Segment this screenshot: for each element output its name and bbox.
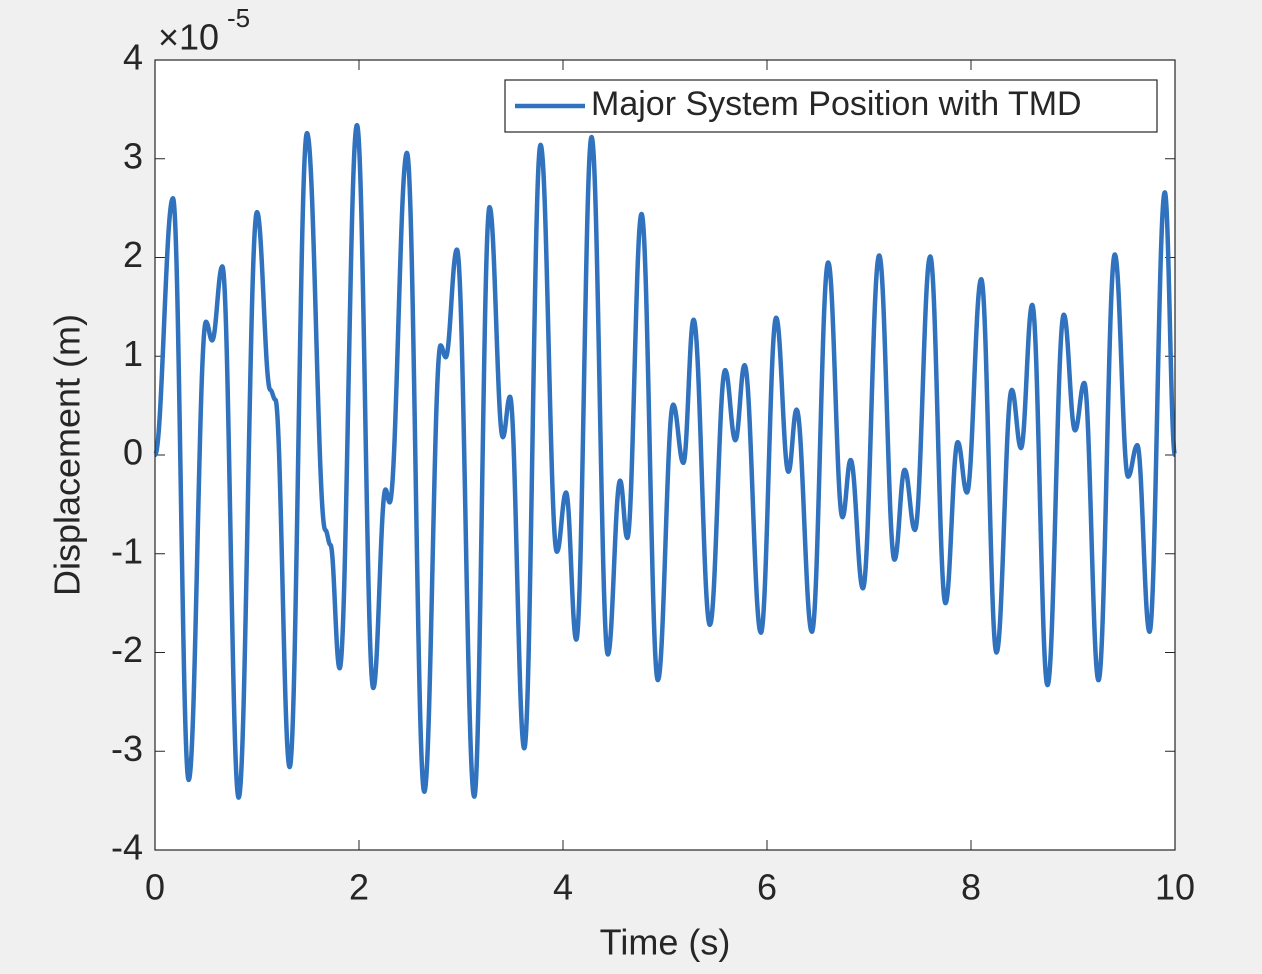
y-tick-label: -1 xyxy=(111,530,143,571)
data-line xyxy=(152,122,1178,800)
x-tick-label: 10 xyxy=(1155,867,1195,908)
x-axis-label: Time (s) xyxy=(600,922,731,963)
x-tick-label: 0 xyxy=(145,867,165,908)
y-tick-label: -2 xyxy=(111,629,143,670)
y-tick-label: 2 xyxy=(123,234,143,275)
y-tick-label: -3 xyxy=(111,728,143,769)
x-tick-label: 2 xyxy=(349,867,369,908)
y-tick-label: 3 xyxy=(123,135,143,176)
axes-box xyxy=(154,59,1176,851)
legend-label: Major System Position with TMD xyxy=(591,85,1082,123)
y-tick-label: 0 xyxy=(123,432,143,473)
y-multiplier-exponent: -5 xyxy=(227,3,250,33)
y-multiplier: ×10 xyxy=(158,17,219,58)
x-tick-label: 4 xyxy=(553,867,573,908)
y-tick-label: -4 xyxy=(111,827,143,868)
y-tick-label: 4 xyxy=(123,37,143,78)
x-tick-label: 8 xyxy=(961,867,981,908)
plot-area xyxy=(155,60,1175,850)
y-axis-label: Displacement (m) xyxy=(47,314,88,596)
y-tick-label: 1 xyxy=(123,333,143,374)
legend-box xyxy=(504,79,1158,133)
x-tick-label: 6 xyxy=(757,867,777,908)
